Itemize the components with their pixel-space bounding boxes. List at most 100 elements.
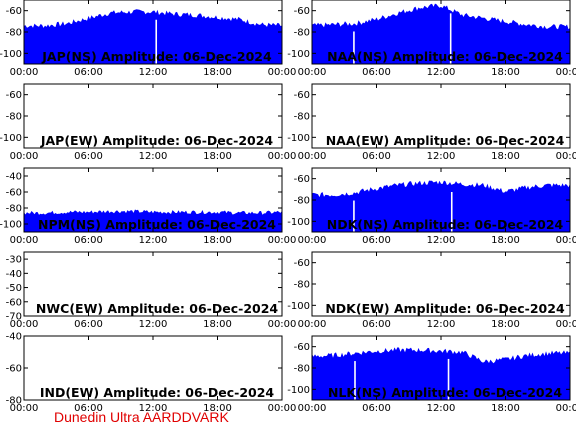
y-tick-label: -100 bbox=[0, 133, 22, 144]
x-tick-label: 06:00 bbox=[74, 67, 103, 78]
x-tick-label: 06:00 bbox=[362, 67, 391, 78]
signal-area bbox=[24, 209, 282, 232]
x-tick-label: 18:00 bbox=[203, 319, 232, 330]
x-tick-label: 00:00 bbox=[10, 235, 39, 246]
x-tick-label: 06:00 bbox=[74, 235, 103, 246]
y-tick-label: -60 bbox=[294, 174, 310, 185]
x-tick-label: 18:00 bbox=[203, 235, 232, 246]
y-tick-label: -100 bbox=[287, 133, 310, 144]
y-tick-label: -80 bbox=[6, 28, 22, 39]
panel-title: IND(EW) Amplitude: 06-Dec-2024 bbox=[40, 385, 275, 400]
x-tick-label: 00:00 bbox=[556, 403, 576, 414]
y-tick-label: -40 bbox=[6, 332, 22, 343]
x-tick-label: 00:00 bbox=[298, 235, 327, 246]
y-tick-label: -60 bbox=[6, 297, 22, 308]
x-tick-label: 00:00 bbox=[298, 151, 327, 162]
x-tick-label: 12:00 bbox=[427, 403, 456, 414]
panel-title: NLK(NS) Amplitude: 06-Dec-2024 bbox=[328, 385, 562, 400]
panel-4: -60 -80 -100 00:00 06:00 12:00 18:00 00:00 NAA(E… bbox=[287, 83, 576, 162]
y-tick-label: -70 bbox=[6, 312, 22, 323]
panel-10: -60-80-10000:0006:0012:0018:0000:00NLK(N… bbox=[287, 335, 576, 414]
y-tick-label: -100 bbox=[0, 49, 22, 60]
panel-title: NPM(NS) Amplitude: 06-Dec-2024 bbox=[38, 217, 276, 232]
y-tick-label: -60 bbox=[6, 6, 22, 17]
x-tick-label: 06:00 bbox=[362, 235, 391, 246]
panel-title: NDK(NS) Amplitude: 06-Dec-2024 bbox=[327, 217, 564, 232]
x-tick-label: 00:00 bbox=[268, 319, 297, 330]
x-tick-label: 00:00 bbox=[10, 403, 39, 414]
signal-area bbox=[312, 347, 570, 400]
panel-2: -60-80-10000:0006:0012:0018:0000:00NAA(N… bbox=[287, 0, 576, 78]
x-tick-label: 00:00 bbox=[10, 151, 39, 162]
x-tick-label: 00:00 bbox=[556, 151, 576, 162]
x-tick-label: 00:00 bbox=[10, 319, 39, 330]
x-tick-label: 12:00 bbox=[139, 319, 168, 330]
y-tick-label: -80 bbox=[6, 112, 22, 123]
x-tick-label: 00:00 bbox=[268, 235, 297, 246]
x-tick-label: 12:00 bbox=[139, 151, 168, 162]
x-tick-label: 18:00 bbox=[491, 403, 520, 414]
x-tick-label: 00:00 bbox=[268, 403, 297, 414]
x-tick-label: 06:00 bbox=[362, 151, 391, 162]
x-tick-label: 00:00 bbox=[298, 403, 327, 414]
x-tick-label: 00:00 bbox=[298, 67, 327, 78]
x-tick-label: 06:00 bbox=[74, 151, 103, 162]
x-tick-label: 12:00 bbox=[427, 67, 456, 78]
panel-title: NAA(EW) Amplitude: 06-Dec-2024 bbox=[326, 133, 565, 148]
y-tick-label: -60 bbox=[6, 90, 22, 101]
signal-area bbox=[312, 180, 570, 232]
y-tick-label: -30 bbox=[6, 255, 22, 266]
y-tick-label: -80 bbox=[294, 112, 310, 123]
x-tick-label: 18:00 bbox=[203, 67, 232, 78]
x-tick-label: 12:00 bbox=[139, 235, 168, 246]
panel-title: NDK(EW) Amplitude: 06-Dec-2024 bbox=[325, 301, 565, 316]
signal-area bbox=[312, 3, 570, 65]
y-tick-label: -80 bbox=[294, 196, 310, 207]
signal-area bbox=[24, 9, 282, 64]
footer-credit: Dunedin Ultra AARDDVARK bbox=[54, 409, 229, 425]
x-tick-label: 18:00 bbox=[203, 151, 232, 162]
y-tick-label: -80 bbox=[294, 280, 310, 291]
y-tick-label: -60 bbox=[6, 364, 22, 375]
y-tick-label: -60 bbox=[294, 6, 310, 17]
x-tick-label: 18:00 bbox=[491, 319, 520, 330]
x-tick-label: 00:00 bbox=[556, 319, 576, 330]
x-tick-label: 12:00 bbox=[427, 235, 456, 246]
x-tick-label: 00:00 bbox=[556, 67, 576, 78]
x-tick-label: 06:00 bbox=[74, 319, 103, 330]
y-tick-label: -100 bbox=[287, 217, 310, 228]
panel-title: JAP(NS) Amplitude: 06-Dec-2024 bbox=[41, 49, 272, 64]
x-tick-label: 12:00 bbox=[139, 67, 168, 78]
panel-title: NWC(EW) Amplitude: 06-Dec-2024 bbox=[36, 301, 279, 316]
panel-8: -60 -80 -100 00:00 06:00 12:00 18:00 00:00 NDK(E… bbox=[287, 251, 576, 330]
y-tick-label: -100 bbox=[287, 49, 310, 60]
y-tick-label: -100 bbox=[287, 301, 310, 312]
y-tick-label: -80 bbox=[6, 396, 22, 407]
x-tick-label: 18:00 bbox=[491, 151, 520, 162]
x-tick-label: 06:00 bbox=[362, 403, 391, 414]
y-tick-label: -60 bbox=[294, 90, 310, 101]
x-tick-label: 12:00 bbox=[427, 319, 456, 330]
panel-title: NAA(NS) Amplitude: 06-Dec-2024 bbox=[327, 49, 563, 64]
x-tick-label: 00:00 bbox=[10, 67, 39, 78]
y-tick-label: -60 bbox=[6, 188, 22, 199]
y-tick-label: -40 bbox=[6, 269, 22, 280]
panel-6: -60-80-10000:0006:0012:0018:0000:00NDK(N… bbox=[287, 167, 576, 246]
panel-5: -40 -60 -80 -100 00:00 06:00 12:00 18:00 00:00 NP… bbox=[0, 167, 297, 246]
y-tick-label: -80 bbox=[294, 364, 310, 375]
panel-title: JAP(EW) Amplitude: 06-Dec-2024 bbox=[40, 133, 274, 148]
x-tick-label: 12:00 bbox=[427, 151, 456, 162]
x-tick-label: 00:00 bbox=[298, 319, 327, 330]
x-tick-label: 00:00 bbox=[268, 151, 297, 162]
y-tick-label: -40 bbox=[6, 172, 22, 183]
x-tick-label: 18:00 bbox=[491, 67, 520, 78]
y-tick-label: -60 bbox=[294, 258, 310, 269]
y-tick-label: -50 bbox=[6, 283, 22, 294]
y-tick-label: -100 bbox=[0, 220, 22, 231]
y-tick-label: -80 bbox=[6, 204, 22, 215]
